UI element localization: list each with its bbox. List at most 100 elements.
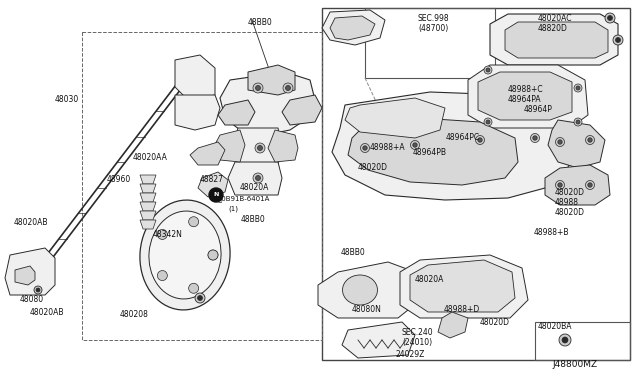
- Polygon shape: [400, 255, 528, 318]
- Polygon shape: [468, 65, 588, 128]
- Circle shape: [576, 86, 580, 90]
- Text: ⓝ0B91B-6401A: ⓝ0B91B-6401A: [218, 195, 270, 202]
- Ellipse shape: [149, 211, 221, 299]
- Text: 48988+B: 48988+B: [534, 228, 570, 237]
- Text: 48020D: 48020D: [480, 318, 510, 327]
- Circle shape: [559, 334, 571, 346]
- Circle shape: [531, 134, 540, 142]
- Circle shape: [605, 13, 615, 23]
- Polygon shape: [15, 266, 35, 285]
- Text: 48342N: 48342N: [153, 230, 183, 239]
- Polygon shape: [410, 260, 515, 312]
- Text: J48800MZ: J48800MZ: [552, 360, 597, 369]
- Circle shape: [556, 180, 564, 189]
- Circle shape: [283, 83, 293, 93]
- Text: 48020AB: 48020AB: [30, 308, 65, 317]
- Text: 48020D: 48020D: [358, 163, 388, 172]
- Text: 48964PB: 48964PB: [413, 148, 447, 157]
- Circle shape: [195, 293, 205, 303]
- Polygon shape: [490, 14, 618, 65]
- Circle shape: [532, 136, 537, 140]
- Text: (48700): (48700): [418, 24, 448, 33]
- Text: 48960: 48960: [107, 175, 131, 184]
- Polygon shape: [345, 98, 445, 138]
- Circle shape: [255, 176, 260, 180]
- Text: 48988+C: 48988+C: [508, 85, 543, 94]
- Text: 48964PC: 48964PC: [446, 133, 480, 142]
- Circle shape: [255, 86, 260, 90]
- Circle shape: [478, 138, 482, 142]
- Polygon shape: [140, 211, 156, 220]
- Text: SEC.240: SEC.240: [402, 328, 434, 337]
- Polygon shape: [140, 193, 156, 202]
- Circle shape: [484, 66, 492, 74]
- Text: 48988: 48988: [555, 198, 579, 207]
- Circle shape: [558, 183, 562, 187]
- Circle shape: [484, 118, 492, 126]
- Circle shape: [209, 188, 223, 202]
- Text: 24029Z: 24029Z: [395, 350, 424, 359]
- Circle shape: [574, 118, 582, 126]
- Circle shape: [607, 16, 612, 20]
- Text: (1): (1): [228, 205, 238, 212]
- Polygon shape: [505, 22, 608, 58]
- Text: 48827: 48827: [200, 175, 224, 184]
- Polygon shape: [248, 65, 295, 95]
- Circle shape: [253, 173, 263, 183]
- Circle shape: [588, 183, 592, 187]
- Ellipse shape: [140, 200, 230, 310]
- Ellipse shape: [342, 275, 378, 305]
- Circle shape: [189, 283, 198, 293]
- Text: 48020D: 48020D: [555, 208, 585, 217]
- Bar: [322, 8, 630, 360]
- Circle shape: [556, 138, 564, 147]
- Circle shape: [613, 35, 623, 45]
- Circle shape: [486, 68, 490, 72]
- Text: 48020A: 48020A: [240, 183, 269, 192]
- Text: 48BB0: 48BB0: [241, 215, 266, 224]
- Circle shape: [363, 146, 367, 150]
- Polygon shape: [220, 72, 315, 135]
- Polygon shape: [330, 16, 375, 40]
- Text: 48BB0: 48BB0: [248, 18, 273, 27]
- Text: 48020AB: 48020AB: [14, 218, 49, 227]
- Polygon shape: [140, 220, 156, 229]
- Polygon shape: [318, 262, 418, 318]
- Circle shape: [36, 288, 40, 292]
- Text: 48020AA: 48020AA: [133, 153, 168, 162]
- Polygon shape: [5, 248, 55, 295]
- Circle shape: [410, 141, 419, 150]
- Text: 48020A: 48020A: [415, 275, 444, 284]
- Polygon shape: [175, 55, 215, 100]
- Text: 48964PA: 48964PA: [508, 95, 541, 104]
- Circle shape: [586, 180, 595, 189]
- Text: 48080N: 48080N: [352, 305, 382, 314]
- Circle shape: [253, 83, 263, 93]
- Text: 48988+D: 48988+D: [444, 305, 480, 314]
- Polygon shape: [548, 120, 605, 168]
- Circle shape: [157, 270, 167, 280]
- Polygon shape: [322, 10, 385, 45]
- Circle shape: [208, 250, 218, 260]
- Circle shape: [257, 145, 262, 151]
- Circle shape: [413, 143, 417, 147]
- Polygon shape: [438, 312, 468, 338]
- Text: 48080: 48080: [20, 295, 44, 304]
- Circle shape: [208, 250, 218, 260]
- Polygon shape: [175, 95, 220, 130]
- Polygon shape: [140, 184, 156, 193]
- Text: 48988+A: 48988+A: [370, 143, 406, 152]
- Circle shape: [34, 286, 42, 294]
- Polygon shape: [342, 322, 415, 358]
- Polygon shape: [268, 130, 298, 162]
- Circle shape: [576, 120, 580, 124]
- Circle shape: [285, 86, 291, 90]
- Bar: [82, 32, 322, 340]
- Circle shape: [562, 337, 568, 343]
- Text: N: N: [213, 192, 219, 198]
- Polygon shape: [218, 100, 255, 125]
- Circle shape: [360, 144, 369, 153]
- Polygon shape: [348, 118, 518, 185]
- Polygon shape: [478, 72, 572, 120]
- Polygon shape: [232, 128, 282, 165]
